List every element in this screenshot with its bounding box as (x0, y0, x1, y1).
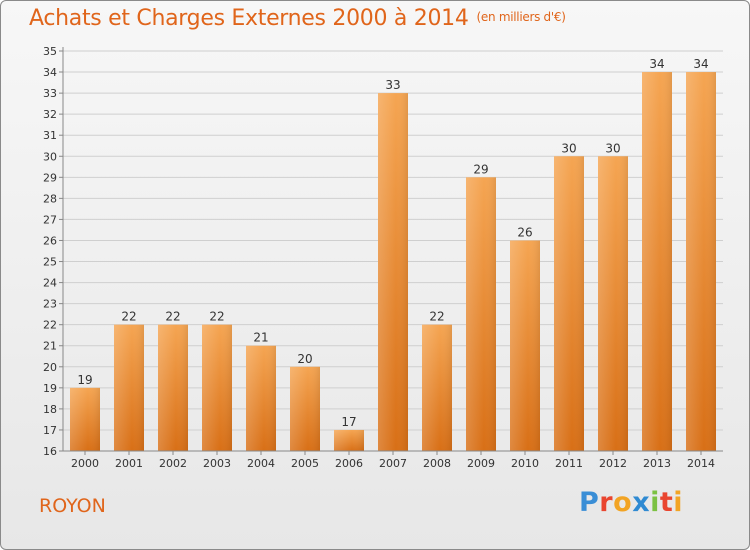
y-tick-label: 17 (43, 424, 57, 437)
x-tick-label: 2006 (335, 457, 363, 470)
bar-value-label: 22 (121, 310, 136, 324)
x-tick-label: 2005 (291, 457, 319, 470)
bar-highlight (554, 156, 584, 451)
x-tick-label: 2004 (247, 457, 275, 470)
x-tick-label: 2008 (423, 457, 451, 470)
bar-highlight (466, 177, 496, 451)
y-tick-label: 27 (43, 213, 57, 226)
y-tick-label: 28 (43, 192, 57, 205)
bar-highlight (510, 240, 540, 451)
x-tick-label: 2003 (203, 457, 231, 470)
bar-highlight (158, 324, 188, 451)
y-tick-label: 33 (43, 87, 57, 100)
proxiti-logo: Proxiti (579, 487, 683, 518)
x-tick-label: 2014 (687, 457, 715, 470)
logo-letter: o (613, 487, 633, 518)
bar-value-label: 17 (341, 415, 356, 429)
y-tick-label: 16 (43, 445, 57, 458)
bar-value-label: 22 (165, 310, 180, 324)
bar-highlight (686, 72, 716, 451)
x-tick-label: 2000 (71, 457, 99, 470)
logo-letter: i (650, 487, 660, 518)
y-tick-label: 25 (43, 256, 57, 269)
bar-highlight (422, 324, 452, 451)
x-tick-label: 2010 (511, 457, 539, 470)
y-axis: 16 17 18 19 20 21 22 23 24 25 26 27 28 29 30 31 32 33 34 35 (43, 45, 64, 458)
y-tick-label: 24 (43, 277, 57, 290)
x-tick-label: 2007 (379, 457, 407, 470)
bar-value-label: 20 (297, 352, 312, 366)
logo-letter: x (632, 487, 651, 518)
bar-value-label: 21 (253, 331, 268, 345)
x-tick-label: 2012 (599, 457, 627, 470)
chart-unit: (en milliers d'€) (476, 10, 566, 24)
y-tick-label: 29 (43, 171, 57, 184)
x-axis: 2000 2001 2002 2003 2004 2005 2006 2007 2008 2009… (63, 450, 723, 470)
x-tick-label: 2001 (115, 457, 143, 470)
y-tick-label: 35 (43, 45, 57, 58)
bar-highlight (598, 156, 628, 451)
bar-value-label: 22 (429, 310, 444, 324)
bar-highlight (642, 72, 672, 451)
bars: 19 22 22 22 21 20 17 33 22 29 26 30 30 34 34 (70, 57, 716, 452)
bar-highlight (246, 345, 276, 451)
bar-value-label: 22 (209, 310, 224, 324)
logo-letter: t (659, 487, 674, 518)
y-tick-label: 23 (43, 298, 57, 311)
x-tick-label: 2013 (643, 457, 671, 470)
y-tick-label: 18 (43, 403, 57, 416)
bar-value-label: 34 (649, 57, 664, 71)
y-tick-label: 20 (43, 361, 57, 374)
bar-highlight (334, 429, 364, 451)
x-tick-label: 2009 (467, 457, 495, 470)
y-tick-label: 32 (43, 108, 57, 121)
chart-title-text: Achats et Charges Externes 2000 à 2014 (29, 6, 469, 31)
bar-value-label: 34 (693, 57, 708, 71)
bar-highlight (202, 324, 232, 451)
y-tick-label: 19 (43, 382, 57, 395)
bar-highlight (290, 366, 320, 451)
bar-value-label: 30 (605, 141, 620, 155)
logo-letter: i (673, 487, 684, 518)
y-tick-label: 21 (43, 340, 57, 353)
logo-letter: P (579, 487, 600, 518)
y-tick-label: 22 (43, 319, 57, 332)
commune-name: ROYON (39, 495, 106, 517)
y-tick-label: 26 (43, 234, 57, 247)
bar-value-label: 29 (473, 162, 488, 176)
logo-letter: r (599, 487, 614, 518)
x-tick-label: 2002 (159, 457, 187, 470)
y-tick-label: 30 (43, 150, 57, 163)
chart-title: Achats et Charges Externes 2000 à 2014 (e… (29, 6, 566, 31)
bar-value-label: 33 (385, 78, 400, 92)
bar-highlight (378, 93, 408, 452)
bar-value-label: 26 (517, 225, 532, 239)
bar-value-label: 19 (77, 373, 92, 387)
y-tick-label: 31 (43, 129, 57, 142)
y-tick-label: 34 (43, 66, 57, 79)
bar-value-label: 30 (561, 141, 576, 155)
x-tick-label: 2011 (555, 457, 583, 470)
bar-highlight (114, 324, 144, 451)
bar-highlight (70, 387, 100, 451)
